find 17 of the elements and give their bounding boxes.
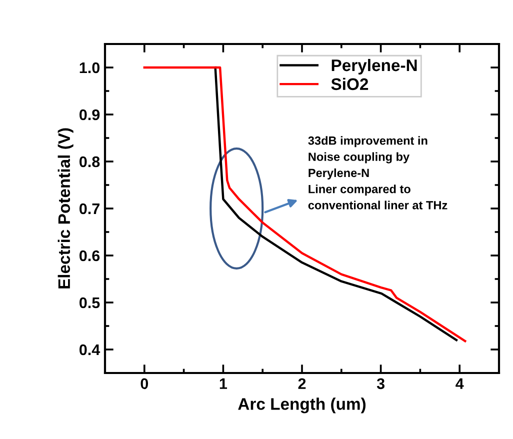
y-tick-label: 1.0: [80, 62, 100, 74]
x-axis-title: Arc Length (um): [238, 398, 366, 414]
y-tick-label: 0.9: [80, 109, 100, 120]
y-tick-label: 0.5: [80, 297, 100, 308]
x-tick-label: 2: [298, 378, 306, 389]
x-tick-label: 0: [140, 378, 148, 390]
annotation: 33dB improvement in Noise coupling by Perylene-N Liner compared to conventional liner at THz: [308, 136, 448, 210]
y-tick-label: 0.7: [80, 203, 100, 214]
legend-label: Perylene-N: [332, 58, 417, 74]
x-tick-label: 1: [220, 378, 228, 389]
y-tick-label: 0.8: [80, 156, 100, 168]
x-tick-label: 3: [376, 378, 384, 390]
x-tick-label: 4: [456, 378, 464, 389]
y-tick-label: 0.4: [80, 344, 100, 356]
legend-label: SiO2: [331, 78, 368, 90]
y-tick-label: 0.6: [80, 250, 100, 262]
y-axis-title: Electric Potential (V): [58, 128, 74, 288]
